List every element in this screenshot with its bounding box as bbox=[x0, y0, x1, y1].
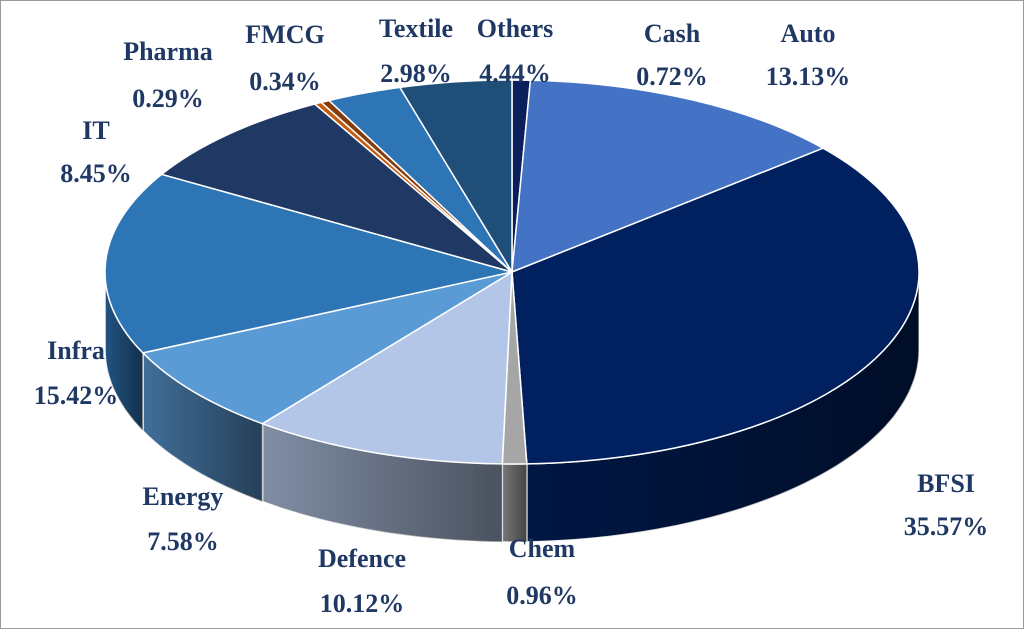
slice-label-it: IT bbox=[82, 116, 109, 145]
pie-side-shade-infra bbox=[105, 272, 143, 431]
pie-slice-infra bbox=[104, 173, 513, 354]
slice-value-fmcg: 0.34% bbox=[249, 67, 321, 96]
pie-slice-bfsi bbox=[511, 147, 920, 465]
slice-value-chem: 0.96% bbox=[506, 581, 578, 610]
slice-value-infra: 15.42% bbox=[34, 381, 119, 410]
pie-slice-energy bbox=[141, 271, 513, 425]
slice-value-pharma: 0.29% bbox=[132, 84, 204, 113]
slice-value-textile: 2.98% bbox=[380, 59, 452, 88]
pie-side-shade-chem bbox=[502, 463, 527, 542]
slice-value-it: 8.45% bbox=[60, 159, 132, 188]
slice-label-energy: Energy bbox=[143, 482, 224, 511]
slice-label-auto: Auto bbox=[781, 19, 836, 48]
slice-label-pharma: Pharma bbox=[123, 37, 213, 66]
pie-side-shade-energy bbox=[142, 352, 263, 502]
slice-value-auto: 13.13% bbox=[766, 62, 851, 91]
pie-slice-others bbox=[398, 79, 513, 275]
slice-value-bfsi: 35.57% bbox=[904, 512, 989, 541]
pie-slice-auto bbox=[511, 79, 825, 274]
pie-slice-it bbox=[160, 103, 513, 273]
slice-value-cash: 0.72% bbox=[636, 62, 708, 91]
slice-label-infra: Infra bbox=[47, 336, 105, 365]
slice-value-others: 4.44% bbox=[479, 59, 551, 88]
slice-label-defence: Defence bbox=[318, 544, 406, 573]
pie-slice-defence bbox=[260, 270, 513, 465]
slice-label-fmcg: FMCG bbox=[245, 20, 324, 49]
pie-side-shade-defence bbox=[262, 423, 503, 542]
slice-label-cash: Cash bbox=[644, 19, 701, 48]
slice-value-defence: 10.12% bbox=[320, 589, 405, 618]
slice-label-others: Others bbox=[477, 14, 554, 43]
slice-value-energy: 7.58% bbox=[147, 527, 219, 556]
slice-label-textile: Textile bbox=[379, 14, 453, 43]
slice-label-bfsi: BFSI bbox=[917, 469, 975, 498]
slice-label-chem: Chem bbox=[509, 534, 576, 563]
pie-side-shade-bfsi bbox=[526, 272, 919, 542]
